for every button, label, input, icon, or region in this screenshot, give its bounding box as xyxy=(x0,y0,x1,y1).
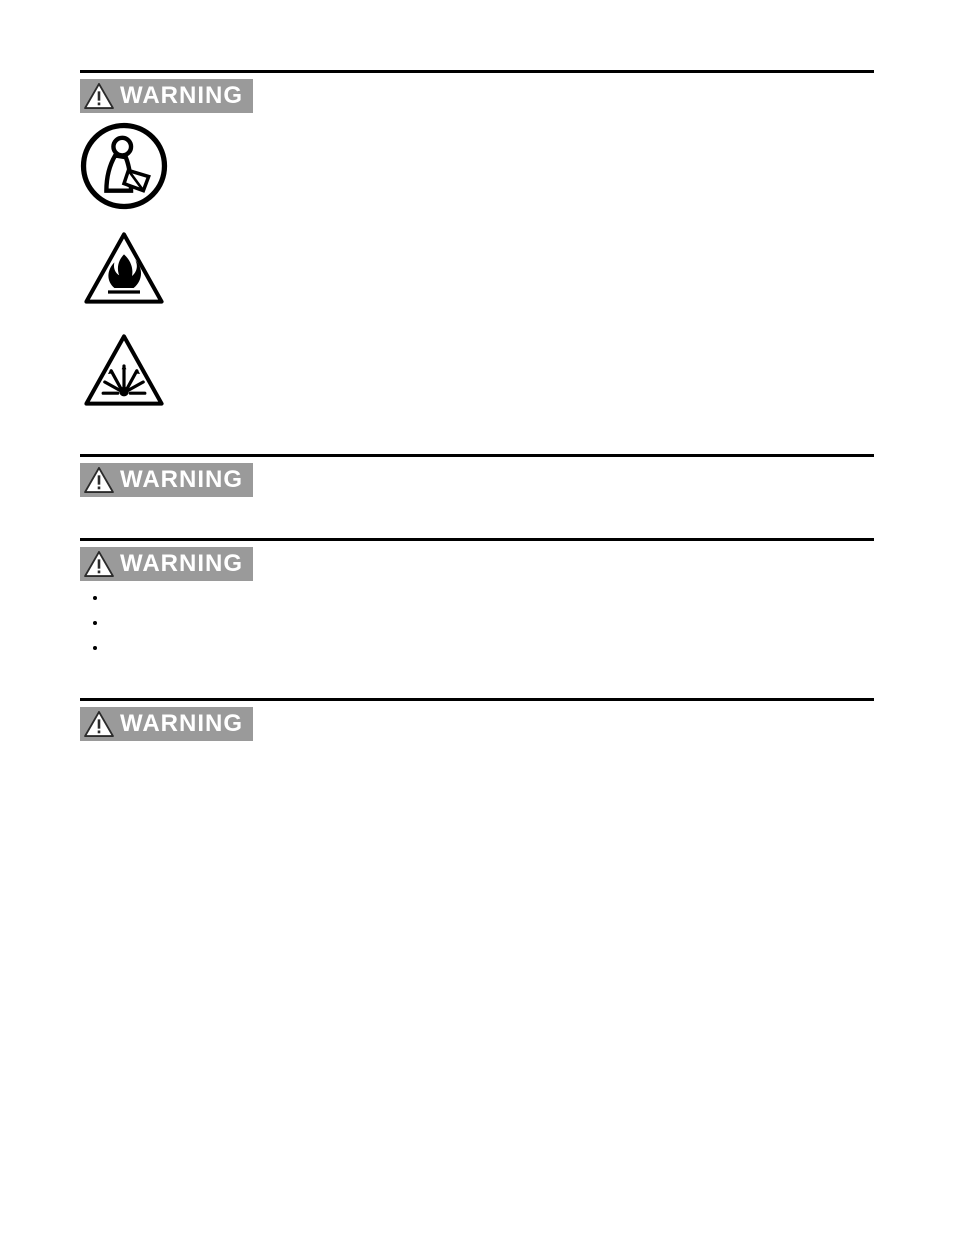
warning-label: WARNING xyxy=(120,466,243,494)
pictogram-column xyxy=(80,122,874,414)
page: WARNING xyxy=(0,0,954,1235)
fire-icon xyxy=(80,224,168,312)
warning-label: WARNING xyxy=(120,710,243,738)
warning-section-3: WARNING xyxy=(80,538,874,658)
warning-section-2: WARNING xyxy=(80,454,874,498)
alert-triangle-icon xyxy=(84,711,114,737)
section-rule xyxy=(80,454,874,457)
section-3-bullets xyxy=(108,588,874,658)
list-item xyxy=(108,613,874,634)
warning-banner: WARNING xyxy=(80,79,253,113)
warning-section-4: WARNING xyxy=(80,698,874,742)
warning-label: WARNING xyxy=(120,550,243,578)
list-item xyxy=(108,588,874,609)
explosion-icon xyxy=(80,326,168,414)
list-item xyxy=(108,638,874,659)
warning-banner: WARNING xyxy=(80,707,253,741)
alert-triangle-icon xyxy=(84,467,114,493)
section-rule xyxy=(80,70,874,73)
warning-label: WARNING xyxy=(120,82,243,110)
section-rule xyxy=(80,538,874,541)
warning-section-1: WARNING xyxy=(80,70,874,414)
alert-triangle-icon xyxy=(84,83,114,109)
warning-banner: WARNING xyxy=(80,547,253,581)
warning-banner: WARNING xyxy=(80,463,253,497)
section-rule xyxy=(80,698,874,701)
read-manual-icon xyxy=(80,122,168,210)
alert-triangle-icon xyxy=(84,551,114,577)
